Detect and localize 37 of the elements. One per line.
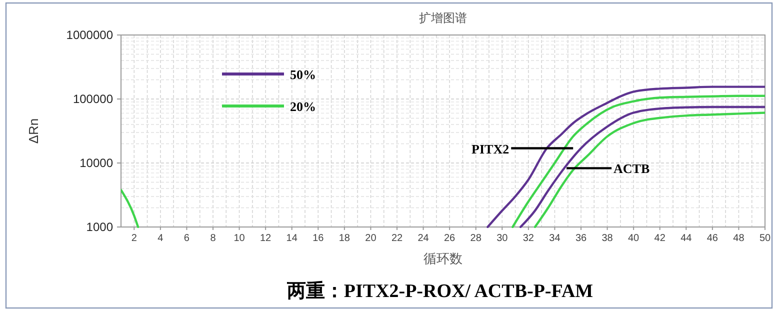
x-tick-label: 34 [549, 233, 561, 244]
text: 两重：PITX2-P-ROX/ ACTB-P-FAM [286, 280, 594, 302]
x-axis-title: 循环数 [424, 252, 462, 267]
x-tick-label: 30 [496, 233, 508, 244]
x-tick-label: 8 [210, 233, 216, 244]
chart-title: 扩增图谱 [419, 11, 467, 25]
y-tick-label: 1000 [86, 220, 114, 234]
x-tick-label: 10 [234, 233, 246, 244]
x-tick-label: 42 [654, 233, 666, 244]
x-tick-label: 22 [391, 233, 403, 244]
y-tick-label: 100000 [72, 92, 114, 106]
x-tick-label: 36 [575, 233, 587, 244]
annotation: ACTB [614, 161, 650, 176]
y-tick-label: 10000 [80, 156, 114, 170]
legend-label: 20% [290, 99, 316, 114]
legend-label: 50% [290, 67, 316, 82]
x-tick-label: 24 [418, 233, 430, 244]
x-tick-label: 6 [184, 233, 190, 244]
x-tick-label: 40 [628, 233, 640, 244]
x-tick-label: 48 [733, 233, 745, 244]
x-tick-label: 14 [286, 233, 298, 244]
x-tick-label: 20 [365, 233, 377, 244]
x-tick-label: 44 [680, 233, 692, 244]
x-tick-label: 28 [470, 233, 482, 244]
x-tick-label: 12 [260, 233, 272, 244]
x-tick-label: 26 [444, 233, 456, 244]
x-tick-label: 46 [706, 233, 718, 244]
y-axis-title: ΔRn [26, 118, 41, 144]
x-tick-label: 50 [759, 233, 771, 244]
y-tick-label: 1000000 [66, 28, 114, 42]
x-tick-label: 32 [522, 233, 534, 244]
x-tick-label: 2 [131, 233, 138, 244]
x-tick-label: 18 [338, 233, 350, 244]
x-tick-label: 4 [158, 233, 164, 244]
x-tick-label: 38 [602, 233, 614, 244]
x-tick-label: 16 [312, 233, 324, 244]
annotation: PITX2 [472, 141, 510, 156]
